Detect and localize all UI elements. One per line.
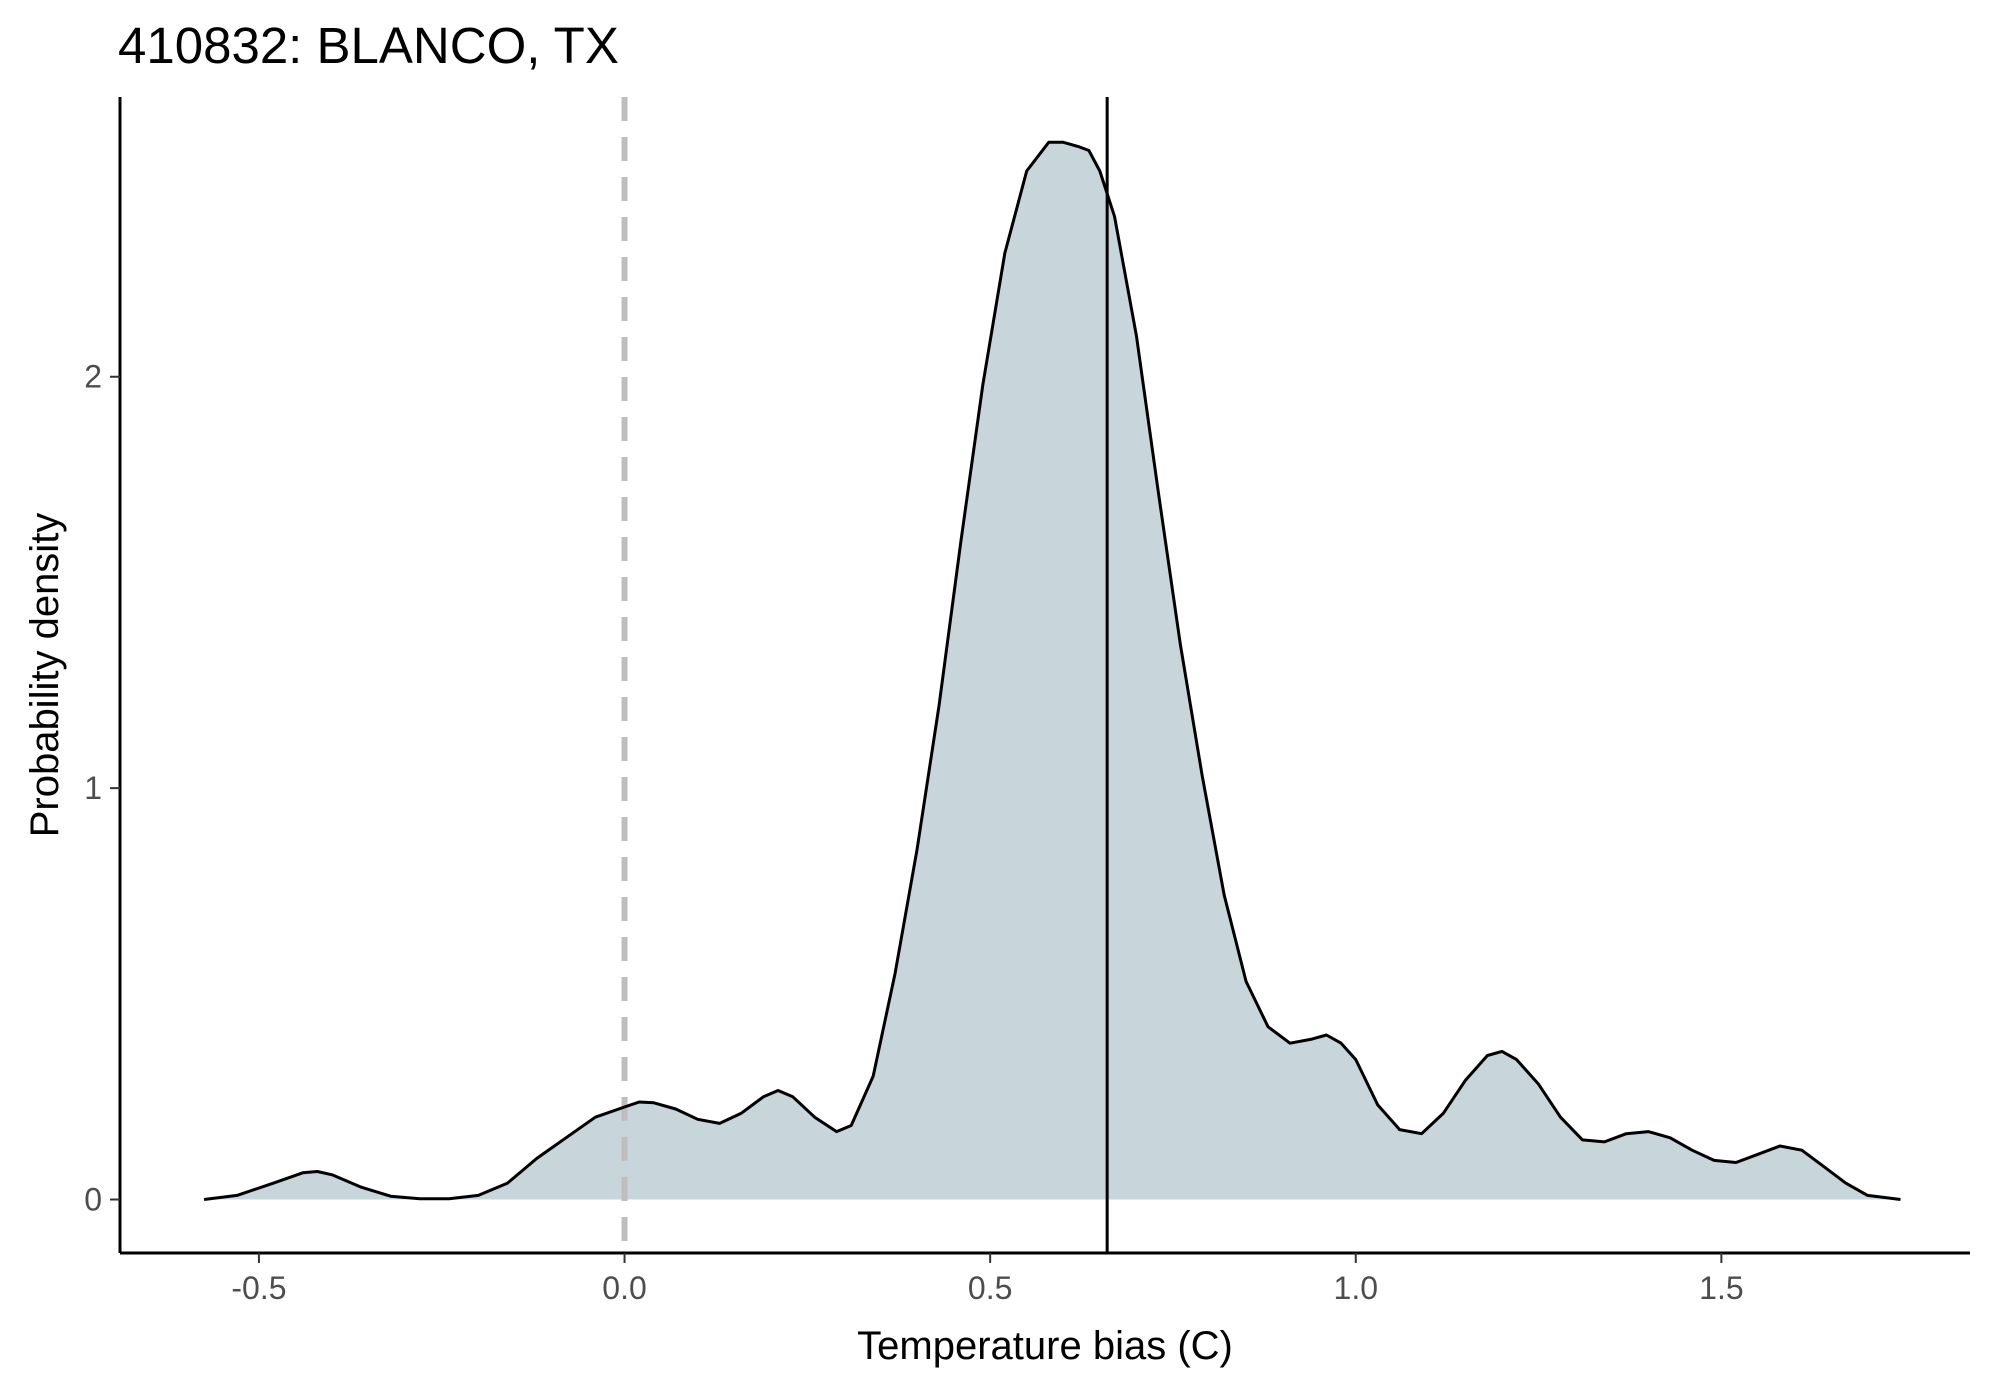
plot-area bbox=[203, 97, 1901, 1253]
density-area bbox=[204, 142, 1901, 1200]
x-axis-title: Temperature bias (C) bbox=[857, 1324, 1233, 1368]
density-line bbox=[203, 140, 1901, 1201]
y-tick-label: 2 bbox=[84, 359, 102, 395]
x-tick-label: 1.0 bbox=[1334, 1270, 1378, 1306]
y-tick-label: 0 bbox=[84, 1182, 102, 1218]
axes: -0.5 0.0 0.5 1.0 1.5 0 1 2 bbox=[84, 97, 1970, 1306]
chart-title: 410832: BLANCO, TX bbox=[118, 17, 619, 74]
y-tick-label: 1 bbox=[84, 770, 102, 806]
x-tick-label: 0.0 bbox=[602, 1270, 646, 1306]
y-axis-title: Probability density bbox=[23, 513, 67, 838]
x-tick-label: -0.5 bbox=[231, 1270, 286, 1306]
x-tick-label: 1.5 bbox=[1699, 1270, 1743, 1306]
x-tick-label: 0.5 bbox=[968, 1270, 1012, 1306]
